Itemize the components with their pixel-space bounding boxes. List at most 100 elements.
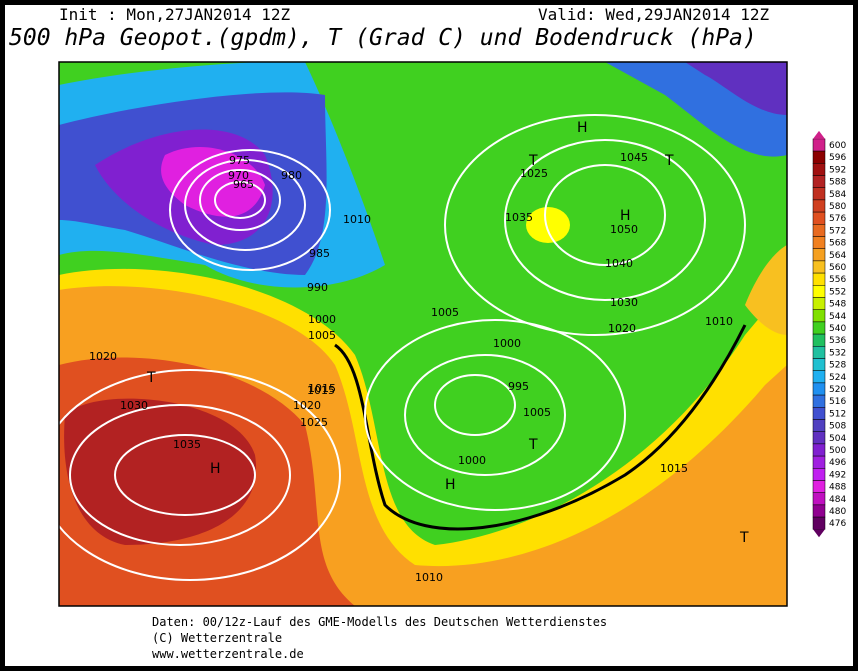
legend-swatch: [812, 333, 826, 347]
legend-label: 508: [829, 422, 846, 432]
legend-swatch: [812, 309, 826, 323]
legend-swatch: [812, 187, 826, 201]
legend-label: 496: [829, 458, 846, 468]
legend-swatch: [812, 492, 826, 506]
legend-swatch: [812, 175, 826, 188]
map: [59, 62, 787, 606]
page: Init : Mon,27JAN2014 12Z Valid: Wed,29JA…: [5, 5, 853, 666]
init-time: Init : Mon,27JAN2014 12Z: [59, 5, 291, 24]
legend-label: 476: [829, 519, 846, 529]
map-label: 1050: [610, 223, 638, 236]
map-label: 1015: [660, 462, 688, 475]
legend-label: 592: [829, 165, 846, 175]
map-label: 985: [309, 247, 330, 260]
map-label: 1005: [523, 406, 551, 419]
map-label: 1015: [307, 384, 335, 397]
legend-label: 488: [829, 483, 846, 493]
legend-label: 556: [829, 275, 846, 285]
legend-swatch: [812, 248, 826, 262]
map-label: T: [528, 437, 538, 453]
map-label: 1025: [300, 416, 328, 429]
legend-label: 548: [829, 300, 846, 310]
map-label: 1005: [431, 306, 459, 319]
legend-label: 576: [829, 214, 846, 224]
legend-label: 580: [829, 202, 846, 212]
legend-label: 504: [829, 434, 846, 444]
legend-swatch: [812, 443, 826, 457]
legend-label: 564: [829, 251, 846, 261]
map-label: 1000: [458, 454, 486, 467]
map-label: 975: [229, 154, 250, 167]
map-label: 1010: [415, 571, 443, 584]
map-label: 1000: [493, 337, 521, 350]
legend-label: 536: [829, 336, 846, 346]
legend-swatch: [812, 321, 826, 335]
map-label: H: [445, 477, 456, 493]
legend-label: 492: [829, 470, 846, 480]
legend-swatch: [812, 480, 826, 493]
legend-swatch: [812, 455, 826, 469]
legend-label: 520: [829, 385, 846, 395]
map-label: H: [577, 120, 588, 136]
legend-label: 572: [829, 226, 846, 236]
legend-swatch: [812, 382, 826, 396]
map-label: 1035: [173, 438, 201, 451]
map-label: 1000: [308, 313, 336, 326]
legend-swatch: [812, 224, 826, 237]
map-label: T: [664, 153, 674, 169]
map-label: 1040: [605, 257, 633, 270]
legend-swatch: [812, 516, 826, 530]
legend-label: 516: [829, 397, 846, 407]
map-label: 1045: [620, 151, 648, 164]
map-label: 965: [233, 178, 254, 191]
legend-swatch: [812, 285, 826, 298]
legend-label: 500: [829, 446, 846, 456]
legend-swatch: [812, 346, 826, 359]
legend-label: 524: [829, 373, 846, 383]
map-label: T: [739, 530, 749, 546]
map-label: 1020: [608, 322, 636, 335]
map-label: 1005: [308, 329, 336, 342]
legend-swatch: [812, 468, 826, 481]
legend-label: 588: [829, 178, 846, 188]
map-label: 980: [281, 169, 302, 182]
legend-label: 600: [829, 141, 846, 151]
map-label: 1020: [89, 350, 117, 363]
legend-label: 560: [829, 263, 846, 273]
map-label: 970: [228, 169, 249, 182]
footer-line: (C) Wetterzentrale: [152, 631, 282, 645]
legend-swatch: [812, 260, 826, 274]
legend-label: 540: [829, 324, 846, 334]
map-label: 1015: [308, 382, 336, 395]
legend-swatch: [812, 419, 826, 432]
map-label: H: [620, 208, 631, 224]
legend-swatch: [812, 272, 826, 286]
map-label: 995: [508, 380, 529, 393]
legend-label: 544: [829, 312, 846, 322]
legend-label: 528: [829, 361, 846, 371]
legend-label: 484: [829, 495, 846, 505]
footer-line: www.wetterzentrale.de: [152, 647, 304, 661]
legend-swatch: [812, 504, 826, 518]
map-label: 1030: [120, 399, 148, 412]
legend-swatch: [812, 199, 826, 213]
map-label: 1020: [293, 399, 321, 412]
map-frame: [58, 61, 788, 607]
map-label: 1035: [505, 211, 533, 224]
legend-label: 584: [829, 190, 846, 200]
legend-arrow: [813, 529, 825, 538]
legend-label: 512: [829, 409, 846, 419]
legend-swatch: [812, 431, 826, 445]
legend-swatch: [812, 370, 826, 384]
legend-swatch: [812, 407, 826, 420]
legend-label: 532: [829, 348, 846, 358]
map-title: 500 hPa Geopot.(gpdm), T (Grad C) und Bo…: [9, 25, 757, 51]
legend-swatch: [812, 163, 826, 176]
footer-line: Daten: 00/12z-Lauf des GME-Modells des D…: [152, 615, 607, 629]
map-label: 1030: [610, 296, 638, 309]
legend-swatch: [812, 150, 826, 164]
legend-label: 480: [829, 507, 846, 517]
legend-swatch: [812, 358, 826, 371]
map-label: 1010: [705, 315, 733, 328]
legend-swatch: [812, 138, 826, 152]
